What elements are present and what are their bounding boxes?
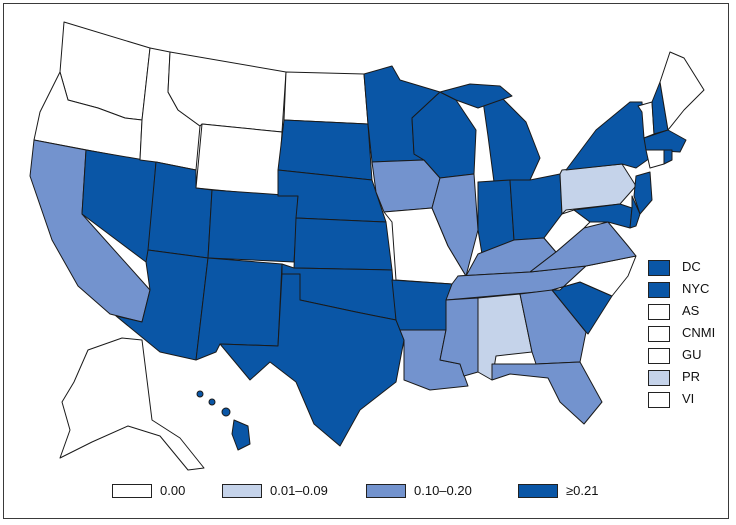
region-legend-label: AS <box>682 303 700 318</box>
state-MA[interactable] <box>643 129 687 153</box>
region-legend-label: CNMI <box>682 325 716 340</box>
hawaii-island-oahu <box>208 398 216 406</box>
state-RI[interactable] <box>663 149 673 165</box>
value-legend-swatch <box>518 484 558 498</box>
region-legend-label: VI <box>682 391 695 406</box>
state-KS[interactable] <box>293 217 393 271</box>
value-legend-label: 0.00 <box>160 483 186 498</box>
state-NY[interactable] <box>565 101 651 171</box>
region-legend-dc: DC <box>648 258 728 280</box>
region-legend-swatch <box>648 370 670 386</box>
state-NJ[interactable] <box>633 171 653 215</box>
value-legend-swatch <box>366 484 406 498</box>
region-legend-nyc: NYC <box>648 280 728 302</box>
region-legend-swatch <box>648 326 670 342</box>
value-legend-swatch <box>112 484 152 498</box>
state-ME[interactable] <box>659 51 705 131</box>
region-legend-label: GU <box>682 347 702 362</box>
hawaii-island-maui <box>221 407 231 417</box>
region-legend-cnmi: CNMI <box>648 324 728 346</box>
region-legend-swatch <box>648 304 670 320</box>
region-legend-label: DC <box>682 259 701 274</box>
region-legend-swatch <box>648 392 670 408</box>
region-legend-vi: VI <box>648 390 728 412</box>
state-CO[interactable] <box>207 189 299 263</box>
region-legend-gu: GU <box>648 346 728 368</box>
region-legend-swatch <box>648 282 670 298</box>
region-legend-swatch <box>648 260 670 276</box>
state-ND[interactable] <box>283 71 369 125</box>
region-legend-as: AS <box>648 302 728 324</box>
value-legend: 0.00 0.01–0.09 0.10–0.20 ≥0.21 <box>112 482 632 502</box>
state-IA[interactable] <box>371 159 441 213</box>
state-AR[interactable] <box>391 279 453 331</box>
region-legend-label: NYC <box>682 281 710 296</box>
state-WY[interactable] <box>195 123 283 197</box>
value-legend-label: 0.01–0.09 <box>270 483 328 498</box>
state-HI[interactable] <box>196 390 251 451</box>
region-legend-pr: PR <box>648 368 728 390</box>
state-CT[interactable] <box>645 149 665 169</box>
value-legend-label: 0.10–0.20 <box>414 483 472 498</box>
hawaii-island-kauai <box>196 390 204 398</box>
state-AK[interactable] <box>59 337 205 471</box>
value-legend-swatch <box>222 484 262 498</box>
state-DE[interactable] <box>629 195 641 229</box>
state-FL[interactable] <box>491 361 603 425</box>
state-TX[interactable] <box>219 273 405 447</box>
state-MI-UP[interactable] <box>439 83 513 109</box>
state-PA[interactable] <box>559 163 637 215</box>
hawaii-island-big <box>231 419 251 451</box>
state-MI[interactable] <box>481 93 541 183</box>
value-legend-label: ≥0.21 <box>566 483 599 498</box>
region-legend-label: PR <box>682 369 701 384</box>
region-legend-swatch <box>648 348 670 364</box>
